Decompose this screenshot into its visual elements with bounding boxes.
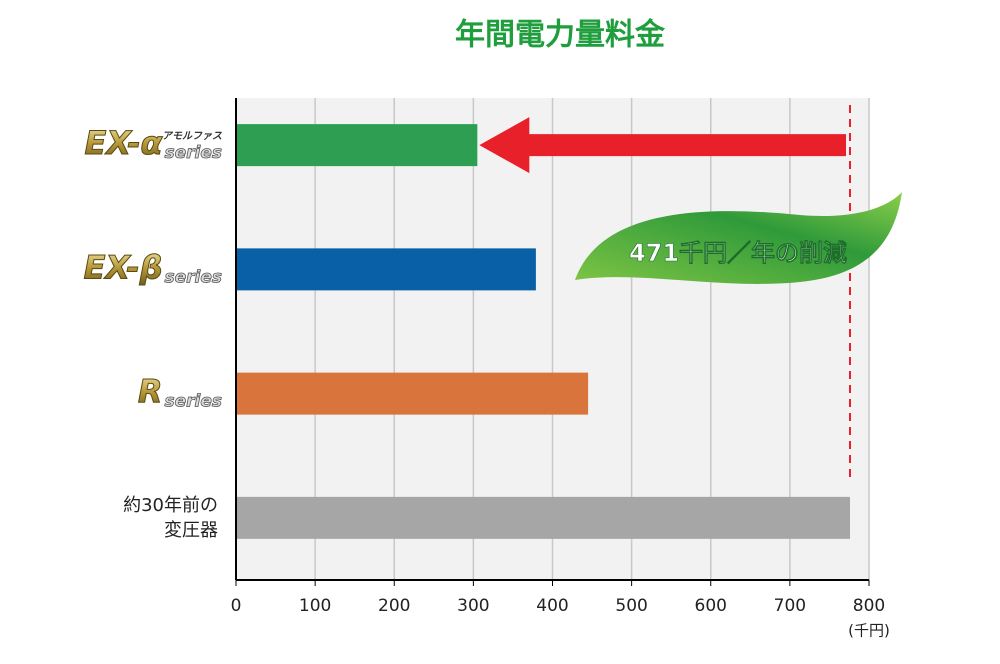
x-tick-label: 700 [774,596,806,616]
x-unit: (千円) [848,622,890,640]
category-logo: EX-α [84,124,163,162]
x-tick-label: 100 [299,596,331,616]
category-series: series [164,143,222,163]
bar [236,124,478,167]
category-logo: R [138,373,163,411]
category-logo: EX-β [84,248,163,286]
x-tick-label: 800 [853,596,885,616]
category-label: 変圧器 [164,520,218,541]
reduction-arrow [479,117,847,174]
category-label: 約30年前の [123,495,218,516]
x-tick-label: 400 [536,596,568,616]
chart-title: 年間電力量料金 [455,18,666,53]
category-series: series [164,267,222,287]
x-tick-label: 0 [231,596,242,616]
bar [236,372,589,415]
category-series: series [164,392,222,412]
leaf [575,192,902,284]
category-tag: アモルファス [162,131,222,142]
x-tick-label: 500 [615,596,647,616]
bar [236,248,536,291]
bar [236,496,851,539]
x-tick-label: 300 [457,596,489,616]
annotation: 471千円／年の削減 [629,239,847,267]
x-tick-label: 200 [378,596,410,616]
x-tick-label: 600 [695,596,727,616]
